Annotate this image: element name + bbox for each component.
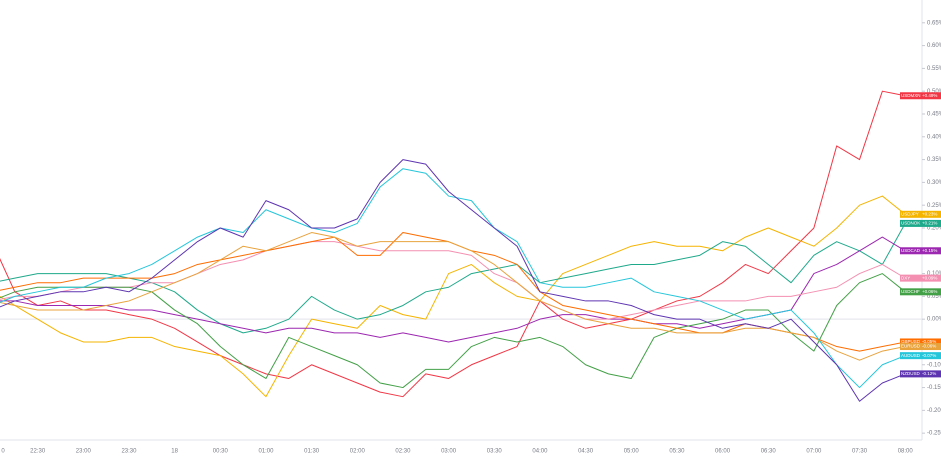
end-name-box xyxy=(900,352,921,360)
series-line xyxy=(0,168,906,389)
x-tick-label: 01:30 xyxy=(304,449,320,455)
y-tick-label: -0.20% xyxy=(927,408,941,414)
series-line xyxy=(0,223,906,334)
end-value-box xyxy=(921,352,941,360)
x-tick-label: 06:30 xyxy=(761,449,777,455)
x-tick-label: 05:00 xyxy=(624,449,640,455)
x-tick-label: 02:00 xyxy=(350,449,366,455)
end-value-box xyxy=(921,274,941,282)
y-tick-label: 0.30% xyxy=(927,180,941,186)
x-tick-label: 06:00 xyxy=(715,449,731,455)
end-value-box xyxy=(921,370,941,378)
end-value-label: -0.12% xyxy=(922,371,936,376)
series-line xyxy=(0,159,906,402)
y-tick-label: -0.25% xyxy=(927,431,941,437)
y-tick-label: 0.25% xyxy=(927,203,941,209)
x-tick-label: 02:30 xyxy=(395,449,411,455)
y-tick-label: 0.35% xyxy=(927,157,941,163)
x-tick-label: 04:30 xyxy=(578,449,594,455)
x-tick-label: 04:00 xyxy=(532,449,548,455)
y-tick-label: 0.40% xyxy=(927,134,941,140)
end-value-label: -0.05% xyxy=(922,339,936,344)
x-tick-label: 05:30 xyxy=(669,449,685,455)
end-name-label: DXY xyxy=(901,275,910,280)
y-tick-label: -0.10% xyxy=(927,362,941,368)
y-tick-label: 0.05% xyxy=(927,294,941,300)
end-value-box xyxy=(921,219,941,227)
end-value-box xyxy=(921,210,941,218)
y-tick-label: 0.00% xyxy=(927,317,941,323)
y-tick-label: 0.20% xyxy=(927,226,941,232)
x-tick-label: 23:00 xyxy=(76,449,92,455)
end-value-label: +0.21% xyxy=(922,221,937,226)
end-name-label: USDNOK xyxy=(901,221,920,226)
y-tick-label: 0.50% xyxy=(927,89,941,95)
x-tick-label: 08:00 xyxy=(898,449,914,455)
x-tick-label: 01:00 xyxy=(258,449,274,455)
end-value-label: -0.07% xyxy=(922,353,936,358)
end-name-box xyxy=(900,343,921,351)
end-name-box xyxy=(900,247,921,255)
x-tick-label: 0 xyxy=(1,449,5,455)
x-tick-label: 18 xyxy=(171,449,178,455)
x-tick-label: 23:30 xyxy=(121,449,137,455)
end-name-box xyxy=(900,219,921,227)
end-name-label: AUDUSD xyxy=(901,353,921,358)
end-value-label: +0.49% xyxy=(922,93,937,98)
end-value-box xyxy=(921,338,941,346)
series-line xyxy=(0,90,906,398)
end-value-label: +0.09% xyxy=(922,275,937,280)
end-name-label: USDCHF xyxy=(901,289,920,294)
end-name-label: NZDUSD xyxy=(901,371,920,376)
y-tick-label: 0.60% xyxy=(927,43,941,49)
end-name-box xyxy=(900,210,921,218)
end-name-label: USDJPY xyxy=(901,211,919,216)
series-line xyxy=(0,273,906,389)
end-value-box xyxy=(921,247,941,255)
series-line xyxy=(0,241,906,320)
y-tick-label: 0.10% xyxy=(927,271,941,277)
series-line xyxy=(0,232,906,361)
end-name-box xyxy=(900,274,921,282)
y-tick-label: 0.45% xyxy=(927,112,941,118)
end-name-label: GBPUSD xyxy=(901,339,921,344)
x-tick-label: 22:30 xyxy=(30,449,46,455)
end-value-label: +0.23% xyxy=(922,211,937,216)
end-value-box xyxy=(921,288,941,296)
end-value-label: +0.06% xyxy=(922,289,937,294)
series-line xyxy=(0,195,906,398)
x-tick-label: 07:30 xyxy=(852,449,868,455)
y-tick-label: -0.15% xyxy=(927,385,941,391)
x-tick-label: 07:00 xyxy=(806,449,822,455)
x-tick-label: 03:30 xyxy=(487,449,503,455)
end-value-label: -0.06% xyxy=(922,344,936,349)
end-name-box xyxy=(900,288,921,296)
end-name-label: EURUSD xyxy=(901,344,921,349)
end-value-box xyxy=(921,343,941,351)
y-tick-label: 0.55% xyxy=(927,66,941,72)
y-tick-label: 0.65% xyxy=(927,20,941,26)
x-tick-label: 00:30 xyxy=(213,449,229,455)
end-name-label: USDMXN xyxy=(901,93,921,98)
x-tick-label: 03:00 xyxy=(441,449,457,455)
end-name-box xyxy=(900,338,921,346)
end-value-label: +0.15% xyxy=(922,248,937,253)
end-name-label: USDCAD xyxy=(901,248,921,253)
end-name-box xyxy=(900,370,921,378)
end-name-box xyxy=(900,92,921,100)
end-value-box xyxy=(921,92,941,100)
